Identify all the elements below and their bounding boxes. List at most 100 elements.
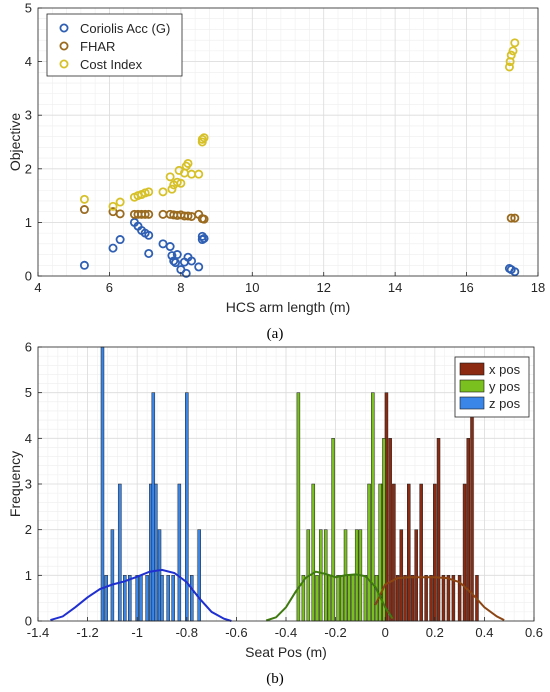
chart-b: -1.4 -1.2 -1 -0.8 -0.6 -0.4 -0.2 0 0.2 0.4 0.6 0 1 2 3… xyxy=(7,340,543,688)
data-point xyxy=(510,38,520,48)
data-point xyxy=(165,242,175,252)
data-point xyxy=(140,209,150,219)
histogram-bar xyxy=(429,575,433,622)
histogram-bar xyxy=(139,575,143,622)
histogram-bar xyxy=(331,438,335,622)
legend-marker xyxy=(59,41,69,51)
legend: Coriolis Acc (G) FHAR Cost Index xyxy=(46,13,183,77)
data-point xyxy=(504,62,514,72)
x-tick-label: -0.8 xyxy=(176,625,198,640)
x-tick-label: -1 xyxy=(131,625,143,640)
data-point xyxy=(183,211,193,221)
data-point xyxy=(79,260,89,270)
legend-marker xyxy=(59,59,69,69)
legend-label: x pos xyxy=(489,362,521,377)
density-curve-y-pos xyxy=(265,570,394,622)
histogram-bar xyxy=(470,392,474,622)
data-point xyxy=(510,267,520,277)
histogram-bar xyxy=(466,438,471,622)
histogram-bar xyxy=(166,575,170,622)
data-point xyxy=(144,230,154,240)
y-tick-label: 0 xyxy=(25,614,32,629)
histogram-bar xyxy=(367,483,371,622)
data-point xyxy=(108,201,118,211)
histogram-bar xyxy=(190,575,194,622)
histogram-bar xyxy=(351,575,355,622)
histogram-bar xyxy=(462,483,467,622)
legend-box xyxy=(46,13,183,77)
x-tick-label: -0.4 xyxy=(275,625,297,640)
histogram-bar xyxy=(419,483,423,622)
data-point xyxy=(194,169,204,179)
data-point xyxy=(506,50,516,60)
legend-swatch xyxy=(459,379,485,393)
legend: x pos y pos z pos xyxy=(454,356,530,418)
histogram-bar xyxy=(315,575,319,622)
data-point xyxy=(194,262,204,272)
data-point xyxy=(144,209,154,219)
data-point xyxy=(172,250,182,260)
x-tick-label: 0.6 xyxy=(525,625,543,640)
histogram-bar xyxy=(128,575,132,622)
data-point xyxy=(165,172,175,182)
legend-label: Cost Index xyxy=(80,57,143,72)
x-tick-label: -0.2 xyxy=(324,625,346,640)
histogram-bar xyxy=(410,575,415,622)
histogram-bar xyxy=(441,575,446,622)
histogram-bar xyxy=(118,483,122,622)
series-cost-index xyxy=(79,38,520,211)
y-tick-label: 3 xyxy=(25,108,32,123)
histogram-bar xyxy=(197,529,201,622)
y-tick-label: 4 xyxy=(25,431,32,446)
data-point xyxy=(510,213,520,223)
histogram-bar xyxy=(336,575,340,622)
histogram-bar xyxy=(388,438,392,622)
histogram-bar xyxy=(311,483,316,622)
data-point xyxy=(144,187,154,197)
x-tick-label: -0.6 xyxy=(225,625,247,640)
y-tick-label: 6 xyxy=(25,340,32,355)
x-tick-label: 0.4 xyxy=(475,625,493,640)
x-tick-label: 14 xyxy=(388,280,402,295)
data-point xyxy=(115,197,125,207)
histogram-bar xyxy=(145,575,149,622)
x-tick-label: 12 xyxy=(316,280,330,295)
density-curve-x-pos xyxy=(374,576,505,621)
data-point xyxy=(108,243,118,253)
series-fhar xyxy=(79,205,520,224)
histogram-bar xyxy=(424,575,428,622)
histogram-bar xyxy=(451,575,456,622)
histogram-bar xyxy=(110,529,115,622)
histogram-bar xyxy=(185,392,189,622)
histogram-bar xyxy=(436,438,441,622)
data-point xyxy=(115,209,125,219)
histogram-bar xyxy=(340,575,344,622)
legend-swatch xyxy=(459,396,485,410)
data-point xyxy=(170,258,180,268)
legend-label: y pos xyxy=(489,379,521,394)
data-point xyxy=(167,184,177,194)
x-tick-label: 6 xyxy=(106,280,113,295)
histogram-bar xyxy=(392,483,396,622)
data-point xyxy=(197,134,207,144)
y-tick-label: 5 xyxy=(25,385,32,400)
x-tick-label: 10 xyxy=(245,280,259,295)
caption-b: (b) xyxy=(266,671,284,687)
b-x-axis-label: Seat Pos (m) xyxy=(245,644,327,660)
legend-label: z pos xyxy=(489,396,521,411)
histogram-bar xyxy=(100,346,105,622)
histogram-bar xyxy=(154,483,158,622)
data-point xyxy=(187,256,197,266)
histogram-bar xyxy=(177,483,182,622)
x-tick-label: 4 xyxy=(34,280,41,295)
data-point xyxy=(169,256,179,266)
data-point xyxy=(197,231,207,241)
x-tick-label: 16 xyxy=(459,280,473,295)
y-tick-label: 2 xyxy=(25,522,32,537)
series-coriolis-acc-g xyxy=(79,217,520,278)
a-y-axis-label: Objective xyxy=(7,113,23,172)
y-tick-label: 1 xyxy=(25,215,32,230)
histogram-bar xyxy=(371,392,375,622)
